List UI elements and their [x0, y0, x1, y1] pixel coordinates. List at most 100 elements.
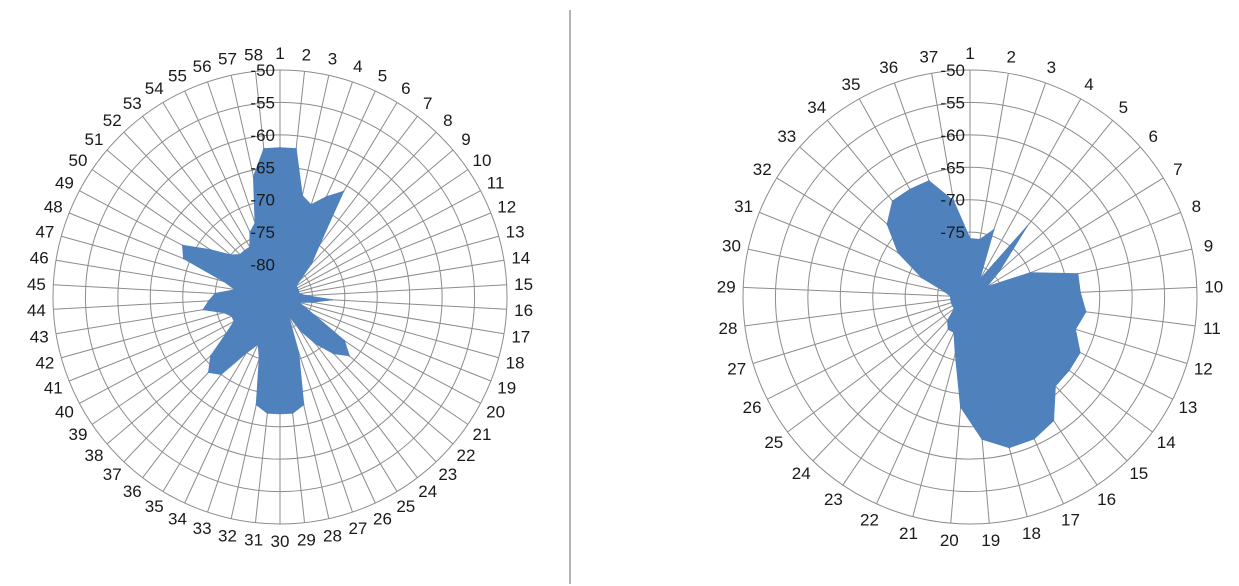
- category-label: 27: [727, 359, 746, 378]
- series-area: [886, 180, 1087, 449]
- category-label: 25: [764, 433, 783, 452]
- category-label: 30: [271, 532, 290, 551]
- grid-spoke: [279, 190, 481, 298]
- category-label: 2: [1006, 48, 1015, 67]
- grid-spoke: [279, 149, 454, 298]
- category-label: 9: [1204, 237, 1213, 256]
- data-point: [909, 188, 911, 191]
- data-point: [978, 279, 981, 281]
- category-label: 12: [497, 198, 516, 217]
- data-point: [947, 328, 949, 331]
- data-point: [291, 412, 294, 414]
- category-label: 32: [753, 160, 772, 179]
- data-point: [214, 292, 216, 295]
- r-tick-label: -75: [940, 223, 965, 242]
- category-label: 29: [717, 278, 736, 297]
- category-label: 56: [193, 57, 212, 76]
- category-label: 22: [457, 446, 476, 465]
- data-point: [231, 315, 233, 318]
- category-label: 44: [27, 301, 46, 320]
- category-label: 53: [123, 94, 142, 113]
- category-label: 21: [473, 425, 492, 444]
- category-label: 29: [297, 531, 316, 550]
- grid-spoke: [969, 98, 1082, 298]
- data-point: [287, 313, 290, 316]
- category-label: 42: [35, 353, 54, 372]
- category-label: 21: [899, 524, 918, 543]
- category-label: 7: [1173, 160, 1182, 179]
- data-point: [1054, 385, 1057, 387]
- category-label: 8: [443, 111, 452, 130]
- data-point: [993, 228, 995, 231]
- grid-spoke: [787, 296, 971, 433]
- category-label: 43: [30, 328, 49, 347]
- data-point: [1079, 351, 1081, 354]
- data-point: [229, 254, 232, 256]
- data-point: [255, 403, 258, 406]
- data-point: [985, 286, 988, 288]
- data-point: [318, 244, 321, 247]
- category-label: 31: [244, 531, 263, 550]
- category-label: 16: [514, 301, 533, 320]
- category-label: 26: [743, 398, 762, 417]
- r-tick-label: -70: [940, 191, 965, 210]
- category-label: 19: [981, 531, 1000, 550]
- data-point: [981, 438, 983, 441]
- data-point: [998, 270, 1000, 273]
- data-point: [299, 329, 301, 332]
- radar-chart-left: -50-55-60-65-70-75-801 2 3 4567891011121314…: [27, 44, 533, 551]
- grid-spoke: [752, 296, 971, 364]
- category-label: 24: [792, 464, 811, 483]
- category-label: 52: [103, 111, 122, 130]
- category-label: 22: [860, 510, 879, 529]
- data-point: [209, 248, 211, 251]
- category-label: 23: [824, 490, 843, 509]
- grid-spoke: [279, 296, 492, 382]
- category-label: 46: [30, 249, 49, 268]
- category-label: 11: [487, 174, 505, 193]
- r-tick-label: -55: [940, 93, 965, 112]
- category-label: 40: [55, 402, 74, 421]
- category-label: 15: [1129, 464, 1148, 483]
- data-point: [254, 222, 256, 224]
- category-label: 35: [145, 497, 164, 516]
- category-label: 47: [35, 223, 54, 242]
- data-point: [1068, 369, 1070, 372]
- category-label: 7: [423, 94, 432, 113]
- data-point: [310, 263, 313, 265]
- data-point: [181, 244, 184, 247]
- r-tick-label: -70: [250, 191, 275, 210]
- category-label: 45: [27, 275, 46, 294]
- data-point: [1074, 328, 1077, 331]
- category-label: 3: [1047, 58, 1056, 77]
- category-label: 8: [1192, 197, 1201, 216]
- data-point: [295, 285, 297, 287]
- grid-spoke: [969, 177, 1164, 298]
- category-label: 13: [1178, 398, 1197, 417]
- data-point: [220, 373, 222, 376]
- data-point: [1079, 291, 1081, 294]
- grid-spoke: [279, 235, 499, 298]
- category-label: 10: [1204, 278, 1223, 297]
- data-point: [266, 412, 269, 414]
- data-point: [949, 298, 952, 301]
- category-label: 34: [807, 98, 826, 117]
- data-point: [297, 301, 300, 304]
- data-point: [1077, 273, 1079, 275]
- category-label: 51: [85, 130, 104, 149]
- category-label: 10: [473, 151, 492, 170]
- data-point: [225, 332, 228, 335]
- category-label: 54: [145, 79, 164, 98]
- data-point: [297, 289, 299, 291]
- category-label: 4: [1084, 75, 1093, 94]
- data-point: [342, 190, 345, 193]
- data-point: [325, 196, 328, 198]
- r-tick-label: -50: [250, 61, 275, 80]
- category-label: 36: [879, 58, 898, 77]
- data-point: [921, 276, 923, 279]
- category-label: 31: [734, 197, 753, 216]
- category-label: 48: [44, 198, 63, 217]
- category-label: 17: [1061, 510, 1080, 529]
- grid-spoke: [279, 284, 507, 298]
- r-tick-label: -55: [250, 93, 275, 112]
